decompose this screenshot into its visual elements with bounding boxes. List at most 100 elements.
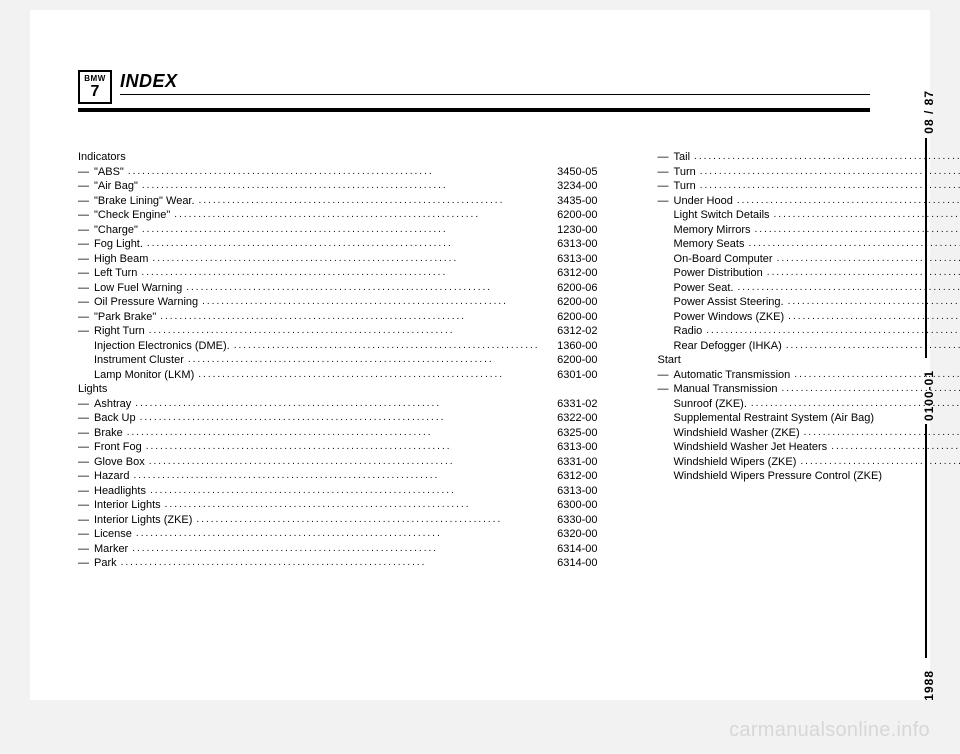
entry-dots [128, 165, 540, 178]
entry-label: High Beam [94, 252, 148, 267]
entry-dash: — [658, 368, 674, 383]
index-entry: —"Air Bag" 3234-00 [78, 179, 598, 194]
entry-dash: — [658, 382, 674, 397]
entry-label: Turn [674, 179, 696, 194]
index-entry: On-Board Computer6581-00 [658, 252, 960, 267]
entry-page: 6330-00 [544, 513, 598, 528]
entry-dots [706, 324, 960, 337]
entry-dots [135, 397, 539, 410]
entry-dash: — [78, 469, 94, 484]
index-entry: Radio6500-00 [658, 324, 960, 339]
entry-label: "Check Engine" [94, 208, 170, 223]
entry-dash: — [78, 513, 94, 528]
entry-dash: — [78, 179, 94, 194]
entry-label: Brake [94, 426, 123, 441]
index-entry: —"Check Engine"6200-00 [78, 208, 598, 223]
entry-label: Light Switch Details [674, 208, 770, 223]
bmw-badge: BMW 7 [78, 70, 112, 104]
column-left: Indicators—"ABS"3450-05—"Air Bag"3234-00… [78, 150, 598, 571]
index-entry: —Automatic Transmission1240-00 [658, 368, 960, 383]
entry-label: "Park Brake" [94, 310, 156, 325]
entry-dash: — [78, 223, 94, 238]
entry-label: Power Seat. [674, 281, 734, 296]
index-entry: —"Charge"1230-00 [78, 223, 598, 238]
entry-dots [152, 252, 539, 265]
entry-dots [196, 513, 539, 526]
entry-page: 6314-00 [544, 542, 598, 557]
entry-label: Windshield Washer (ZKE) [674, 426, 800, 441]
entry-dots [147, 237, 540, 250]
index-entry: —Left Turn6312-00 [78, 266, 598, 281]
entry-label: Instrument Cluster [94, 353, 184, 368]
entry-page: 6312-00 [544, 469, 598, 484]
side-label-top: 08 / 87 [922, 90, 936, 134]
entry-page: 6331-00 [544, 455, 598, 470]
entry-page: 6200-00 [544, 295, 598, 310]
index-entry: —"Park Brake"6200-00 [78, 310, 598, 325]
entry-dash: — [78, 281, 94, 296]
entry-label: Turn [674, 165, 696, 180]
entry-dots [160, 310, 539, 323]
entry-dash: — [78, 237, 94, 252]
entry-dash: — [78, 295, 94, 310]
entry-label: Under Hood [674, 194, 733, 209]
entry-label: Interior Lights [94, 498, 161, 513]
watermark: carmanualsonline.info [729, 719, 930, 742]
entry-label: Hazard [94, 469, 129, 484]
entry-label: Headlights [94, 484, 146, 499]
index-entry: —Turn6312-00 [658, 165, 960, 180]
entry-label: Memory Mirrors [674, 223, 751, 238]
index-entry: —Right Turn6312-02 [78, 324, 598, 339]
entry-dots [700, 179, 960, 192]
entry-dots [121, 556, 540, 569]
entry-label: Marker [94, 542, 128, 557]
entry-label: "Charge" [94, 223, 138, 238]
entry-label: "Brake Lining" Wear. [94, 194, 195, 209]
entry-dots [694, 150, 960, 163]
column-right: —Tail6314-00—Turn6312-00—Turn6320-02—Und… [658, 150, 960, 571]
index-entry: —Headlights6313-00 [78, 484, 598, 499]
index-entry: —Interior Lights (ZKE)6330-00 [78, 513, 598, 528]
entry-dash: — [78, 165, 94, 180]
entry-label: "Air Bag" [94, 179, 138, 194]
entry-page: 6313-00 [544, 484, 598, 499]
entry-page: 3234-00 [544, 179, 598, 194]
entry-label: Back Up [94, 411, 136, 426]
entry-label: Low Fuel Warning [94, 281, 182, 296]
index-entry: Memory Mirrors5119-00 [658, 223, 960, 238]
index-entry: —Tail6314-00 [658, 150, 960, 165]
entry-label: Front Fog [94, 440, 142, 455]
entry-dash: — [78, 397, 94, 412]
entry-label: Power Assist Steering. [674, 295, 784, 310]
index-entry: —Interior Lights6300-00 [78, 498, 598, 513]
entry-page: 6300-00 [544, 498, 598, 513]
entry-page: 6312-02 [544, 324, 598, 339]
entry-page: 6325-00 [544, 426, 598, 441]
side-rule-top [925, 138, 927, 358]
index-entry: —Park6314-00 [78, 556, 598, 571]
entry-label: Lamp Monitor (LKM) [94, 368, 194, 383]
index-entry: Sunroof (ZKE).5410-00 [658, 397, 960, 412]
entry-dots [186, 281, 539, 294]
entry-dots [202, 295, 539, 308]
entry-label: Automatic Transmission [674, 368, 791, 383]
entry-label: Supplemental Restraint System (Air Bag) [674, 411, 875, 426]
index-entry: —High Beam6313-00 [78, 252, 598, 267]
entry-dash: — [78, 194, 94, 209]
side-label-mid: 0100-01 [922, 370, 936, 421]
entry-label: "ABS" [94, 165, 124, 180]
entry-dots [198, 368, 539, 381]
index-entry: —Ashtray6331-02 [78, 397, 598, 412]
entry-dash: — [78, 455, 94, 470]
entry-dots [136, 527, 540, 540]
entry-label: Oil Pressure Warning [94, 295, 198, 310]
badge-bot: 7 [91, 84, 100, 100]
entry-dash: — [78, 426, 94, 441]
entry-page: 6331-02 [544, 397, 598, 412]
entry-dash: — [78, 556, 94, 571]
entry-dots [188, 353, 540, 366]
entry-label: Right Turn [94, 324, 145, 339]
entry-dots [146, 440, 540, 453]
entry-label: Tail [674, 150, 691, 165]
index-heading: Indicators [78, 150, 598, 165]
